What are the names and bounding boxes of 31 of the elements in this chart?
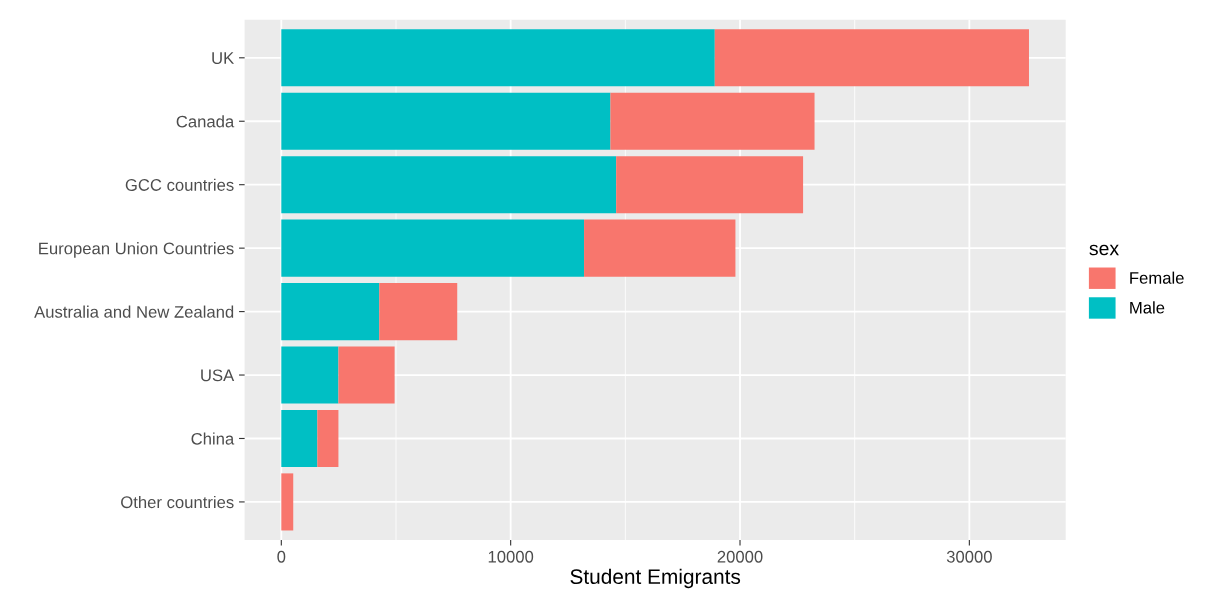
- bar: [584, 219, 736, 277]
- y-tick-label: Other countries: [121, 495, 234, 509]
- legend-label: Male: [1130, 301, 1165, 314]
- bar: [281, 156, 617, 214]
- x-tick-label: 0: [277, 550, 286, 563]
- y-tick-label: Canada: [176, 115, 235, 128]
- bar: [281, 283, 380, 341]
- bar: [610, 92, 815, 150]
- bar: [281, 219, 585, 277]
- bar: [281, 346, 339, 404]
- legend-label: Female: [1130, 271, 1184, 284]
- bar: [281, 92, 611, 150]
- bar: [281, 409, 318, 468]
- x-tick-label: 20000: [717, 550, 763, 563]
- x-axis-title: Student Emigrants: [570, 568, 741, 589]
- bar: [281, 473, 294, 531]
- y-tick-label: UK: [212, 52, 235, 64]
- bar: [281, 29, 715, 87]
- y-tick-label: China: [191, 432, 235, 445]
- bar: [379, 283, 458, 341]
- bar: [338, 346, 395, 404]
- y-tick-label: GCC countries: [125, 178, 234, 191]
- y-tick-label: USA: [201, 369, 235, 382]
- x-tick-label: 30000: [946, 550, 992, 563]
- bar: [317, 409, 339, 468]
- y-tick-label: European Union Countries: [39, 242, 234, 258]
- bar: [714, 29, 1029, 87]
- bar: [616, 156, 804, 214]
- legend-title: sex: [1089, 244, 1119, 256]
- x-tick-label: 10000: [488, 550, 534, 563]
- y-tick-label: Australia and New Zealand: [34, 305, 234, 318]
